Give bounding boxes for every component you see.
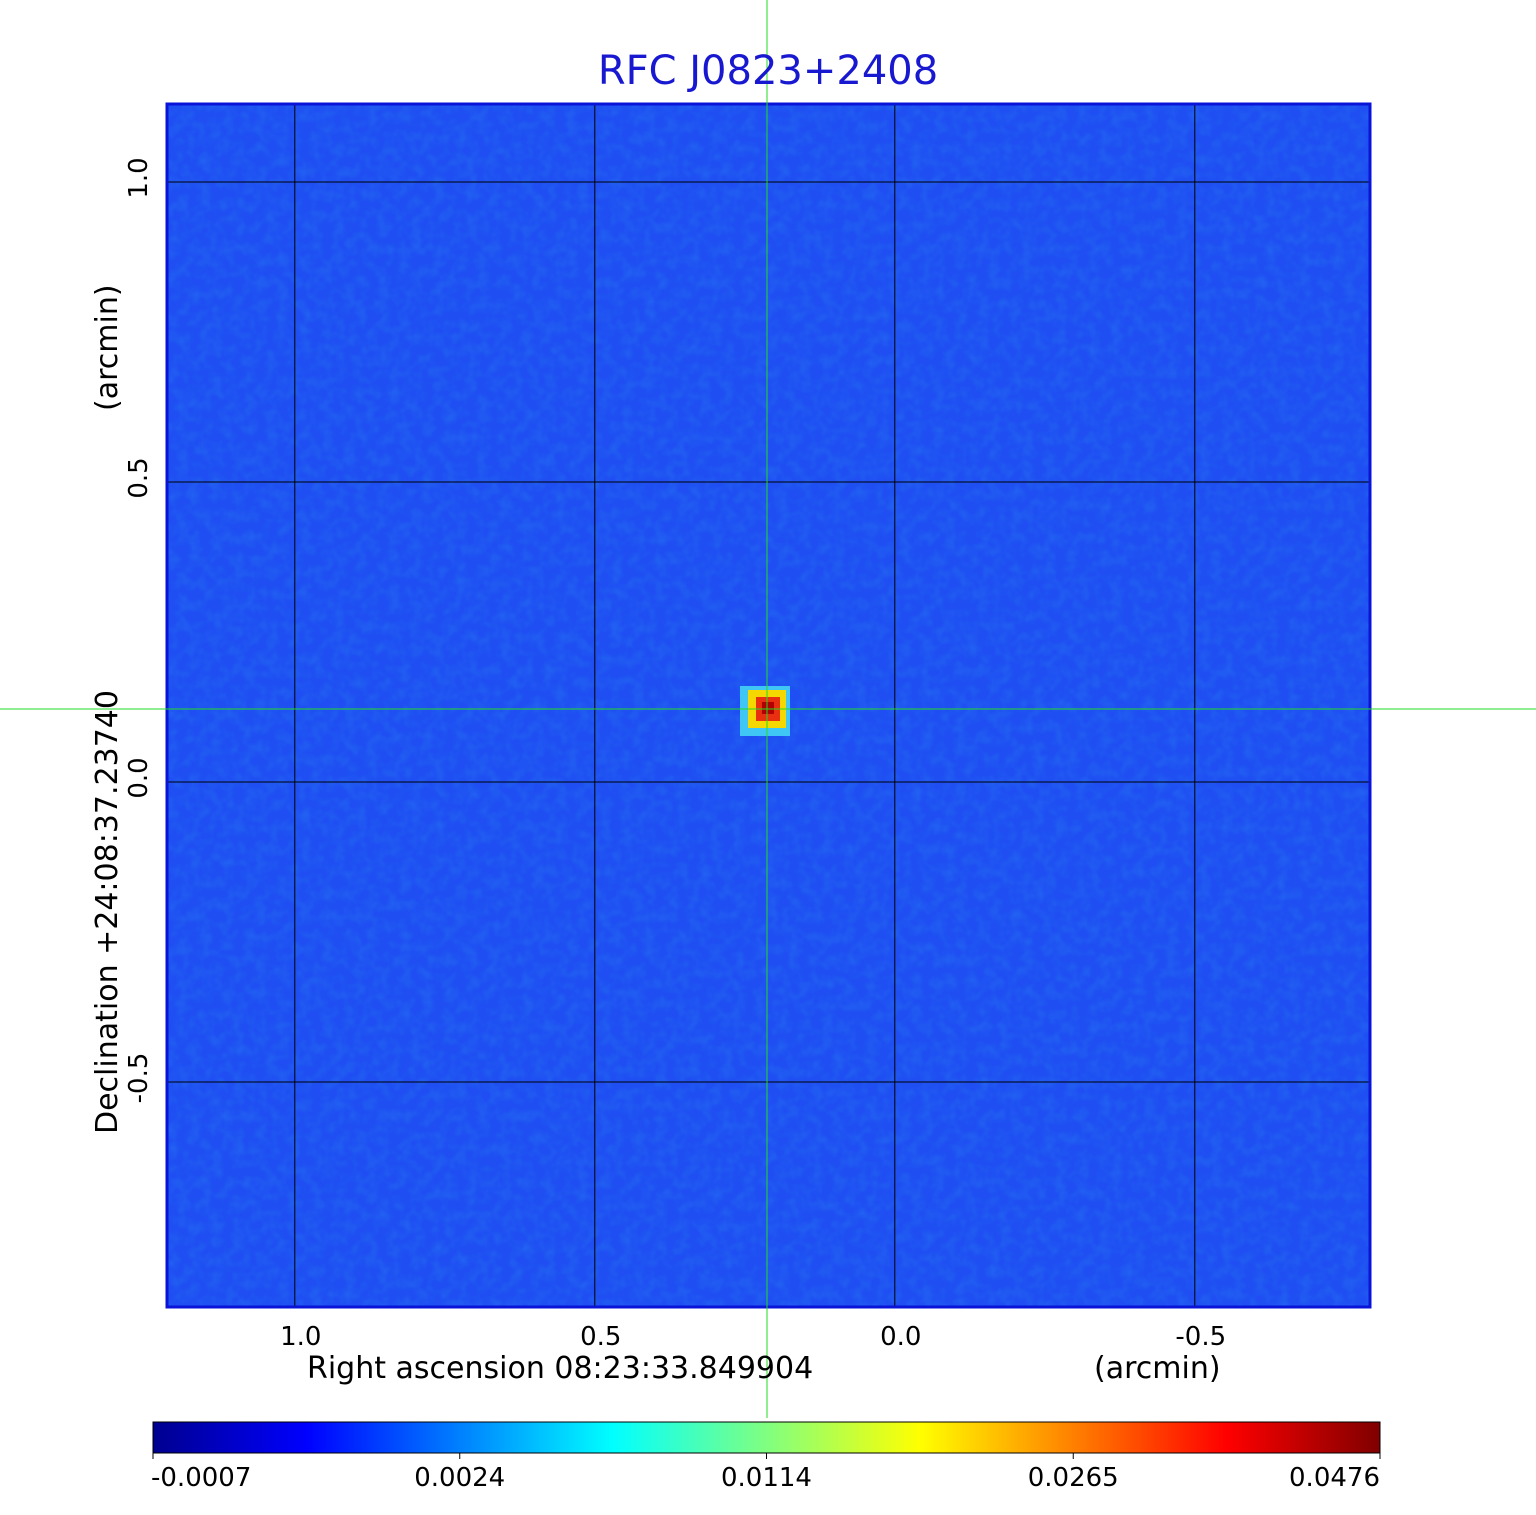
y-axis-label: Declination +24:08:37.23740 <box>90 690 125 1134</box>
y-tick-label: -0.5 <box>124 1053 154 1104</box>
y-tick-label: 0.0 <box>124 757 154 798</box>
chart-title: RFC J0823+2408 <box>598 48 938 94</box>
source-peak <box>762 702 774 714</box>
colorbar <box>152 1421 1381 1454</box>
y-tick-label: 1.0 <box>124 157 154 198</box>
x-axis-label: Right ascension 08:23:33.849904 <box>307 1351 813 1386</box>
plot-area <box>167 104 1370 1307</box>
grid <box>167 104 1370 1307</box>
colorbar-tick-label: -0.0007 <box>151 1463 251 1493</box>
y-tick-label: 0.5 <box>124 457 154 498</box>
source <box>740 686 790 736</box>
x-tick-label: -0.5 <box>1175 1322 1226 1352</box>
x-axis-unit: (arcmin) <box>1094 1351 1221 1386</box>
x-tick-label: 0.0 <box>880 1322 921 1352</box>
colorbar-tick-label: 0.0265 <box>1028 1463 1119 1493</box>
x-tick-label: 0.5 <box>580 1322 621 1352</box>
y-axis-unit: (arcmin) <box>90 284 125 411</box>
x-tick-label: 1.0 <box>280 1322 321 1352</box>
colorbar-tick-label: 0.0114 <box>721 1463 812 1493</box>
colorbar-tick-label: 0.0024 <box>414 1463 505 1493</box>
plot-frame <box>165 102 1372 1309</box>
colorbar-tick-label: 0.0476 <box>1289 1463 1380 1493</box>
